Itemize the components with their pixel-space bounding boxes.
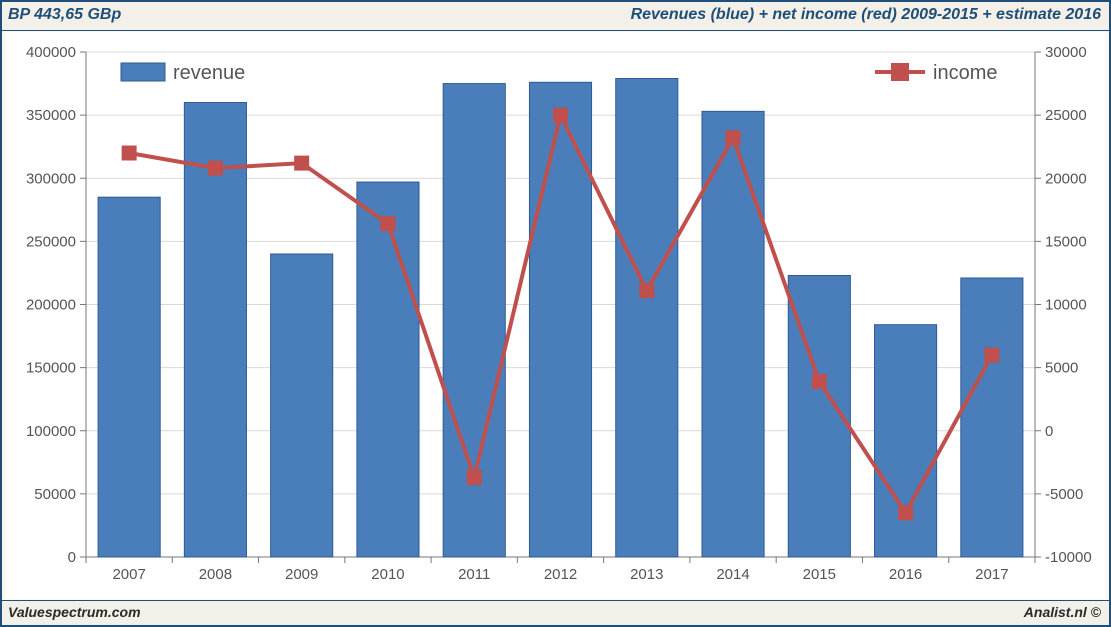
y-right-tick-label: -10000 — [1045, 549, 1092, 566]
x-tick-label: 2015 — [803, 566, 836, 583]
income-marker — [726, 131, 740, 145]
chart-area: 0500001000001500002000002500003000003500… — [6, 32, 1105, 599]
revenue-bar — [357, 182, 419, 557]
y-left-tick-label: 0 — [68, 549, 76, 566]
income-marker — [985, 348, 999, 362]
income-marker — [295, 156, 309, 170]
revenue-bar — [443, 84, 505, 557]
chart-frame: BP 443,65 GBp Revenues (blue) + net inco… — [0, 0, 1111, 627]
income-marker — [640, 284, 654, 298]
y-left-tick-label: 200000 — [26, 297, 76, 314]
y-left-tick-label: 350000 — [26, 107, 76, 124]
footer-bar: Valuespectrum.com Analist.nl © — [2, 600, 1109, 625]
revenue-bar — [875, 325, 937, 557]
x-tick-label: 2017 — [975, 566, 1008, 583]
footer-right: Analist.nl © — [1024, 604, 1101, 620]
x-tick-label: 2010 — [371, 566, 404, 583]
revenue-bar — [616, 79, 678, 557]
x-tick-label: 2014 — [716, 566, 749, 583]
income-marker — [208, 161, 222, 175]
header-right-title: Revenues (blue) + net income (red) 2009-… — [631, 6, 1101, 24]
x-tick-label: 2012 — [544, 566, 577, 583]
y-right-tick-label: 5000 — [1045, 360, 1078, 377]
revenue-bar — [271, 254, 333, 557]
revenue-bar — [529, 82, 591, 557]
legend-revenue-label: revenue — [173, 62, 245, 84]
income-marker — [554, 108, 568, 122]
y-right-tick-label: 0 — [1045, 423, 1053, 440]
x-tick-label: 2009 — [285, 566, 318, 583]
x-tick-label: 2013 — [630, 566, 663, 583]
income-marker — [381, 217, 395, 231]
income-marker — [122, 146, 136, 160]
revenue-bar — [98, 197, 160, 557]
y-left-tick-label: 150000 — [26, 360, 76, 377]
income-marker — [812, 375, 826, 389]
income-marker — [467, 470, 481, 484]
legend-revenue-swatch — [121, 63, 165, 81]
y-left-tick-label: 400000 — [26, 44, 76, 61]
income-marker — [899, 506, 913, 520]
x-tick-label: 2011 — [458, 566, 490, 583]
y-left-tick-label: 100000 — [26, 423, 76, 440]
y-right-tick-label: 20000 — [1045, 170, 1087, 187]
legend-income-label: income — [933, 62, 997, 84]
footer-left: Valuespectrum.com — [8, 604, 141, 620]
header-bar: BP 443,65 GBp Revenues (blue) + net inco… — [2, 2, 1109, 31]
y-left-tick-label: 300000 — [26, 170, 76, 187]
x-tick-label: 2007 — [112, 566, 145, 583]
y-left-tick-label: 50000 — [34, 486, 76, 503]
y-right-tick-label: 15000 — [1045, 233, 1087, 250]
header-left-title: BP 443,65 GBp — [8, 6, 121, 24]
y-right-tick-label: 30000 — [1045, 44, 1087, 61]
revenue-bar — [961, 278, 1023, 557]
legend-income-marker — [891, 63, 909, 81]
y-right-tick-label: -5000 — [1045, 486, 1083, 503]
x-tick-label: 2008 — [199, 566, 232, 583]
x-tick-label: 2016 — [889, 566, 922, 583]
y-right-tick-label: 10000 — [1045, 297, 1087, 314]
y-left-tick-label: 250000 — [26, 233, 76, 250]
y-right-tick-label: 25000 — [1045, 107, 1087, 124]
chart-svg: 0500001000001500002000002500003000003500… — [6, 32, 1105, 597]
